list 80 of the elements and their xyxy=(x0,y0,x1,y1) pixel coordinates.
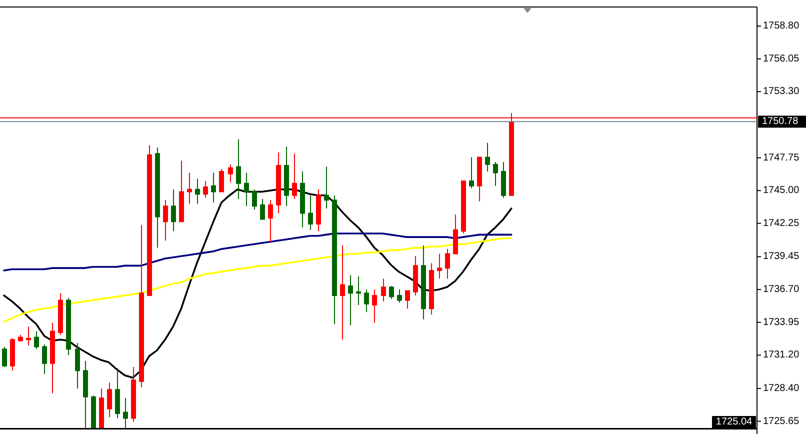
candlestick xyxy=(163,200,168,242)
candlestick xyxy=(171,188,176,232)
candlestick xyxy=(58,292,63,336)
candlestick xyxy=(147,144,152,296)
candlestick xyxy=(107,382,112,418)
y-tick-label: 1742.25 xyxy=(763,218,800,229)
candlestick xyxy=(429,262,434,316)
y-tick-label: 1747.75 xyxy=(763,152,800,164)
candlestick xyxy=(179,160,184,222)
y-tick-label: 1736.70 xyxy=(763,284,800,296)
candlestick xyxy=(131,366,136,422)
candlestick xyxy=(397,289,402,304)
candlestick xyxy=(123,398,128,428)
candlestick xyxy=(268,200,273,242)
candlestick xyxy=(493,161,498,186)
candlestick xyxy=(260,198,265,220)
y-tick-label: 1728.40 xyxy=(763,382,800,394)
candlestick xyxy=(42,344,47,375)
candlestick xyxy=(155,147,160,248)
candlestick xyxy=(421,244,426,320)
candlestick xyxy=(372,289,377,324)
candlestick xyxy=(139,224,144,388)
candlestick xyxy=(115,368,120,419)
candlestick xyxy=(501,161,506,198)
y-tick-label: 1756.05 xyxy=(763,53,800,64)
candlestick xyxy=(228,164,233,183)
candlestick xyxy=(364,289,369,313)
candlestick xyxy=(445,248,450,280)
candlestick xyxy=(437,253,442,280)
line-series xyxy=(3,237,512,323)
candlestick xyxy=(300,171,305,228)
candlestick xyxy=(381,278,386,302)
candlestick xyxy=(332,194,337,325)
candlestick xyxy=(461,180,466,234)
candlestick xyxy=(292,153,297,200)
candlestick xyxy=(26,326,31,346)
candlestick xyxy=(66,297,71,356)
candlestick xyxy=(75,342,80,389)
candlestick xyxy=(195,178,200,204)
candlestick xyxy=(356,276,361,306)
y-tick-label: 1758.80 xyxy=(763,20,800,32)
candlestick xyxy=(236,138,241,200)
ref-line-label: 1725.04 xyxy=(716,416,753,428)
candlestick xyxy=(405,290,410,310)
y-tick-label: 1753.30 xyxy=(763,86,800,98)
candlestick xyxy=(389,285,394,300)
candlestick xyxy=(211,172,216,204)
candlestick xyxy=(413,256,418,296)
candlestick xyxy=(308,194,313,230)
candlestick xyxy=(91,395,96,428)
y-tick-label: 1731.20 xyxy=(763,350,800,361)
candlestick xyxy=(244,172,249,207)
candlestick xyxy=(340,244,345,340)
candlestick xyxy=(99,388,104,428)
candlestick xyxy=(485,142,490,172)
candlestick xyxy=(50,322,55,394)
candlestick xyxy=(276,152,281,214)
line-series xyxy=(3,188,512,379)
candlestick xyxy=(10,338,15,372)
candlestick xyxy=(187,172,192,204)
line-series xyxy=(3,232,512,272)
y-tick-label: 1739.45 xyxy=(763,251,800,262)
y-tick-label: 1725.65 xyxy=(763,416,800,427)
y-tick-label: 1733.95 xyxy=(763,316,800,328)
y-tick-label: 1745.00 xyxy=(763,185,800,196)
ref-line-label: 1750.78 xyxy=(762,116,799,128)
candlestick xyxy=(469,156,474,189)
candlestick xyxy=(219,168,224,192)
candlestick xyxy=(348,274,353,326)
candlestick xyxy=(18,334,23,342)
candlestick xyxy=(316,188,321,232)
candlestick xyxy=(324,166,329,209)
candlestick xyxy=(284,146,289,207)
candlestick xyxy=(203,180,208,198)
candlestick xyxy=(477,156,482,202)
candlestick xyxy=(34,330,39,350)
candlestick xyxy=(2,346,7,368)
candlestick xyxy=(453,214,458,254)
candlestick xyxy=(252,188,257,210)
candlestick xyxy=(83,360,88,428)
